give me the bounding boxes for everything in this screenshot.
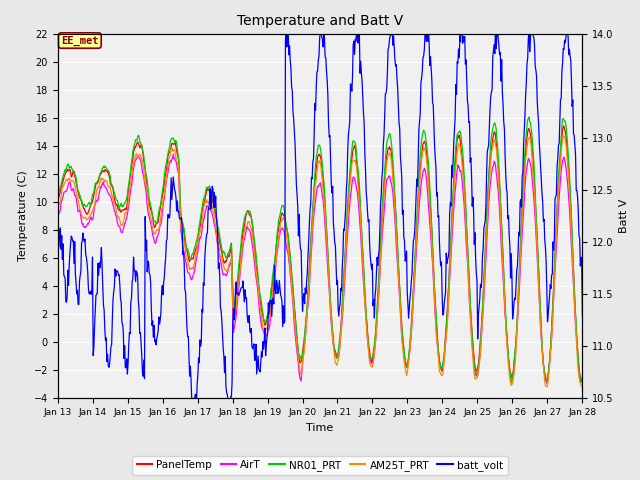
AM25T_PRT <box>238 248 246 254</box>
batt_volt <box>212 193 220 199</box>
batt_volt <box>579 312 586 318</box>
NR01_PRT <box>115 206 123 212</box>
AirT <box>579 375 586 381</box>
PanelTemp <box>54 193 61 199</box>
Line: AirT: AirT <box>58 154 582 383</box>
batt_volt <box>115 272 123 278</box>
AM25T_PRT <box>374 306 381 312</box>
PanelTemp <box>560 123 568 129</box>
Line: PanelTemp: PanelTemp <box>58 126 582 382</box>
PanelTemp <box>403 362 411 368</box>
AirT <box>212 232 220 238</box>
batt_volt <box>374 252 382 258</box>
X-axis label: Time: Time <box>307 423 333 432</box>
AM25T_PRT <box>560 133 568 139</box>
PanelTemp <box>238 241 246 247</box>
batt_volt <box>259 354 266 360</box>
batt_volt <box>239 285 246 290</box>
AM25T_PRT <box>212 224 220 230</box>
AirT <box>239 248 246 254</box>
AirT <box>374 298 382 303</box>
PanelTemp <box>579 376 586 382</box>
Y-axis label: Batt V: Batt V <box>620 199 629 233</box>
PanelTemp <box>577 379 585 385</box>
Y-axis label: Temperature (C): Temperature (C) <box>18 170 28 262</box>
AM25T_PRT <box>543 384 550 390</box>
NR01_PRT <box>403 365 411 371</box>
PanelTemp <box>374 297 381 303</box>
Line: batt_volt: batt_volt <box>58 11 582 413</box>
AM25T_PRT <box>115 215 123 221</box>
AirT <box>54 210 61 216</box>
NR01_PRT <box>374 292 381 298</box>
AirT <box>404 361 412 367</box>
Legend: PanelTemp, AirT, NR01_PRT, AM25T_PRT, batt_volt: PanelTemp, AirT, NR01_PRT, AM25T_PRT, ba… <box>132 456 508 475</box>
AM25T_PRT <box>258 314 266 320</box>
NR01_PRT <box>525 114 533 120</box>
AirT <box>543 380 550 386</box>
AM25T_PRT <box>579 384 586 390</box>
Text: EE_met: EE_met <box>61 36 99 46</box>
NR01_PRT <box>508 380 516 385</box>
AM25T_PRT <box>54 207 61 213</box>
PanelTemp <box>212 213 220 219</box>
AirT <box>115 224 123 229</box>
batt_volt <box>54 258 61 264</box>
batt_volt <box>458 8 466 14</box>
batt_volt <box>404 301 412 307</box>
AM25T_PRT <box>403 370 411 375</box>
PanelTemp <box>115 207 123 213</box>
Line: AM25T_PRT: AM25T_PRT <box>58 136 582 387</box>
PanelTemp <box>258 306 266 312</box>
Line: NR01_PRT: NR01_PRT <box>58 117 582 383</box>
AirT <box>170 151 177 157</box>
NR01_PRT <box>238 234 246 240</box>
NR01_PRT <box>258 300 266 306</box>
Title: Temperature and Batt V: Temperature and Batt V <box>237 14 403 28</box>
NR01_PRT <box>579 379 586 385</box>
AirT <box>259 325 266 331</box>
NR01_PRT <box>212 211 220 217</box>
NR01_PRT <box>54 194 61 200</box>
batt_volt <box>226 410 234 416</box>
